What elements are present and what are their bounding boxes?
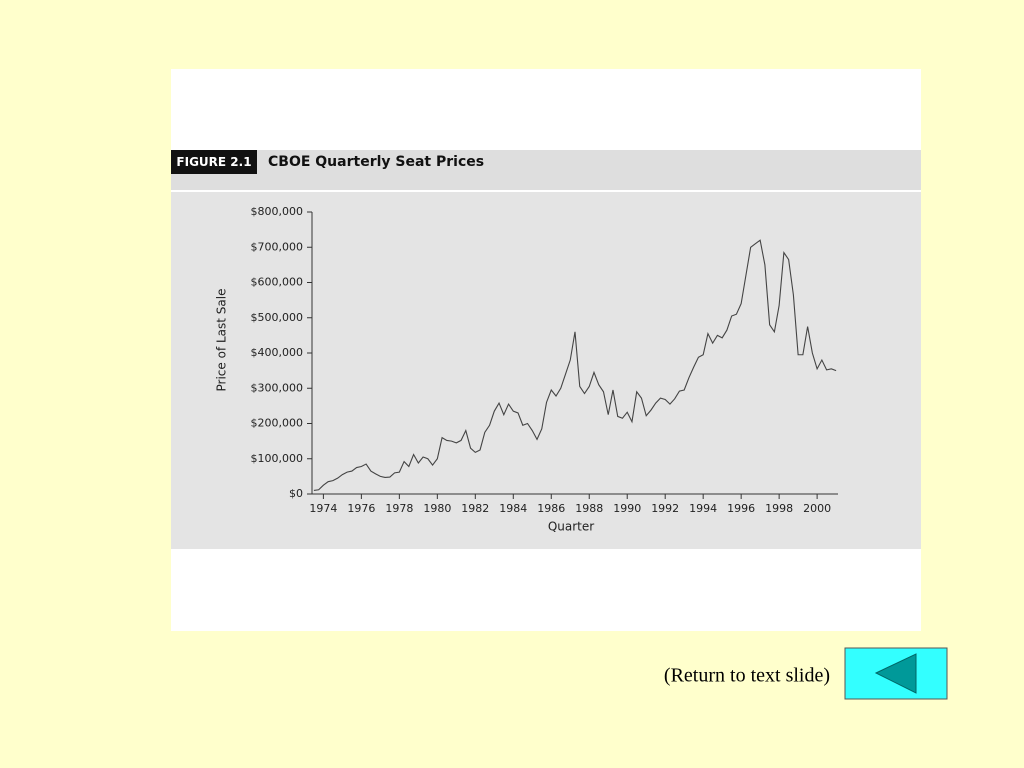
x-tick-label: 1986 <box>537 502 565 515</box>
x-tick-label: 1984 <box>499 502 527 515</box>
x-tick-label: 1988 <box>575 502 603 515</box>
y-tick-label: $700,000 <box>251 240 304 253</box>
figure-header <box>171 150 921 191</box>
x-tick-label: 1992 <box>651 502 679 515</box>
y-tick-label: $100,000 <box>251 452 304 465</box>
chart-title: CBOE Quarterly Seat Prices <box>268 154 484 170</box>
back-arrow[interactable] <box>874 653 917 694</box>
y-tick-label: $200,000 <box>251 417 304 430</box>
x-tick-label: 1980 <box>423 502 451 515</box>
y-tick-label: $500,000 <box>251 311 304 324</box>
y-axis-title: Price of Last Sale <box>215 289 229 392</box>
return-link[interactable]: (Return to text slide) <box>664 665 830 687</box>
x-axis-title: Quarter <box>548 520 594 534</box>
figure-label: FIGURE 2.1 <box>176 155 251 169</box>
x-tick-label: 1998 <box>765 502 793 515</box>
x-tick-label: 1976 <box>347 502 375 515</box>
y-tick-label: $400,000 <box>251 346 304 359</box>
x-tick-label: 1978 <box>385 502 413 515</box>
x-tick-label: 1990 <box>613 502 641 515</box>
price-line <box>313 239 837 492</box>
y-tick-label: $300,000 <box>251 381 304 394</box>
y-tick-label: $0 <box>289 487 303 500</box>
x-tick-label: 1996 <box>727 502 755 515</box>
return-button[interactable] <box>844 647 948 700</box>
x-tick-label: 1974 <box>309 502 337 515</box>
x-tick-label: 1982 <box>461 502 489 515</box>
x-tick-label: 2000 <box>803 502 831 515</box>
figure-label-box <box>171 150 257 174</box>
figure-background <box>171 150 921 549</box>
x-tick-label: 1994 <box>689 502 717 515</box>
y-tick-label: $800,000 <box>251 205 304 218</box>
y-tick-label: $600,000 <box>251 276 304 289</box>
